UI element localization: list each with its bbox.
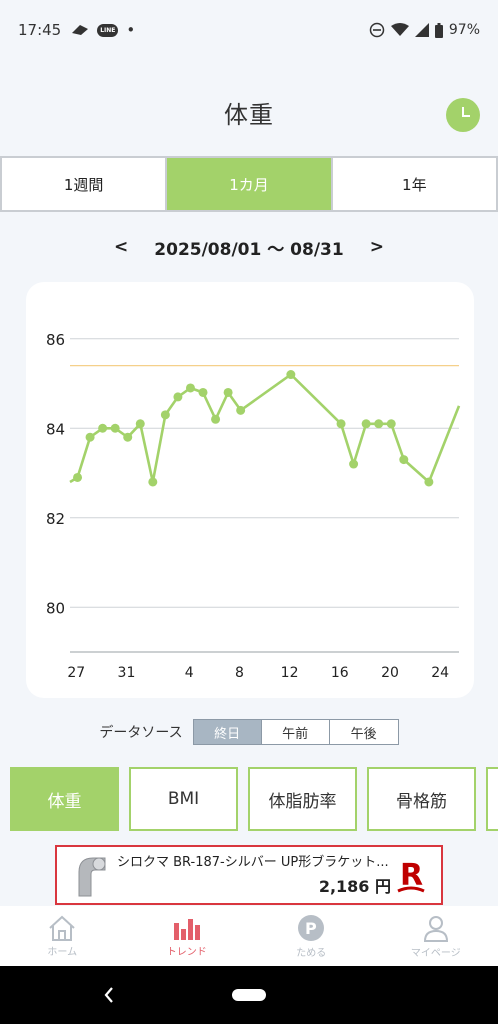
datasource-label: データソース [99, 725, 183, 741]
dnd-icon [369, 22, 385, 38]
nav-points[interactable]: P ためる [249, 906, 374, 966]
datasource-selector: データソース 終日 午前 午後 [0, 719, 498, 745]
data-point [85, 432, 95, 442]
status-time: 17:45 [18, 21, 62, 39]
datasource-morning[interactable]: 午前 [261, 720, 330, 744]
prev-period-button[interactable]: < [114, 237, 129, 257]
metric-tab-bmi[interactable]: BMI [129, 767, 238, 831]
status-bar: 17:45 LINE • 97% [0, 0, 498, 60]
x-tick-label: 20 [381, 665, 399, 681]
tab-1-year[interactable]: 1年 [402, 175, 427, 194]
nav-home-label: ホーム [47, 946, 78, 958]
y-tick-label: 84 [46, 420, 65, 438]
data-point [236, 405, 246, 415]
weight-chart-card: 86 84 82 80 27 31 4 8 12 16 20 24 [26, 282, 474, 698]
data-point [198, 387, 208, 397]
data-point [185, 383, 195, 393]
metric-tab-body-fat[interactable]: 体脂肪率 [248, 767, 357, 831]
bar-chart-icon [173, 918, 200, 940]
clock-icon [462, 107, 470, 117]
data-point [349, 459, 359, 469]
datasource-segment: 終日 午前 午後 [192, 719, 399, 745]
x-tick-label: 16 [331, 665, 349, 681]
data-point [223, 387, 233, 397]
x-tick-label: 12 [281, 665, 299, 681]
x-tick-label: 4 [185, 665, 194, 681]
rakuten-logo: R [391, 850, 431, 900]
x-tick-label: 31 [118, 665, 136, 681]
notification-icons: LINE • [71, 21, 135, 39]
y-tick-label: 86 [46, 331, 65, 349]
period-tabs: 1週間 1カ月 1年 [0, 156, 498, 212]
tab-1-week[interactable]: 1週間 [2, 158, 168, 210]
line-icon: LINE [97, 23, 119, 37]
data-point [98, 423, 108, 433]
nav-points-label: ためる [296, 947, 327, 959]
data-point [110, 423, 120, 433]
tab-1-month[interactable]: 1カ月 [167, 158, 333, 210]
y-tick-label: 82 [46, 510, 65, 528]
data-point [135, 419, 145, 429]
x-tick-label: 27 [67, 665, 85, 681]
battery-icon [434, 22, 443, 38]
nav-trend-label: トレンド [166, 946, 207, 958]
page-header: 体重 [0, 90, 498, 140]
x-tick-label: 24 [431, 665, 449, 681]
metric-tabs: 体重 BMI 体脂肪率 骨格筋 [10, 767, 498, 831]
nav-mypage[interactable]: マイページ [374, 906, 498, 966]
data-point [286, 370, 296, 380]
metric-tab-next-partial[interactable] [486, 767, 498, 831]
metric-tab-skeletal-muscle[interactable]: 骨格筋 [367, 767, 476, 831]
pipe-bracket-icon [78, 857, 106, 897]
points-icon: P [298, 914, 325, 941]
nav-trend[interactable]: トレンド [125, 906, 250, 966]
bottom-nav: ホーム トレンド P ためる マイページ [0, 906, 498, 966]
y-tick-label: 80 [46, 599, 65, 617]
nav-home[interactable]: ホーム [0, 906, 125, 966]
data-point [374, 419, 384, 429]
svg-text:P: P [305, 919, 317, 938]
ad-price: 2,186 円 [318, 877, 391, 896]
history-button[interactable] [446, 98, 480, 132]
back-icon[interactable] [100, 984, 118, 1006]
data-point [386, 419, 396, 429]
data-point [399, 455, 409, 465]
data-point [361, 419, 371, 429]
date-range: < 2025/08/01 〜 08/31 > [0, 232, 498, 262]
home-icon [49, 915, 75, 941]
datasource-all-day[interactable]: 終日 [193, 720, 262, 744]
data-point [424, 477, 434, 487]
svg-text:R: R [400, 858, 423, 893]
signal-icon [414, 23, 429, 37]
datasource-afternoon[interactable]: 午後 [329, 720, 398, 744]
battery-percent: 97% [448, 22, 480, 38]
system-nav-bar [0, 966, 498, 1024]
ad-banner[interactable]: シロクマ BR-187-シルバー UP形ブラケット... 2,186 円 R [55, 845, 443, 905]
data-point [148, 477, 158, 487]
ad-title: シロクマ BR-187-シルバー UP形ブラケット... [117, 855, 389, 870]
data-point [73, 472, 83, 482]
product-image [67, 850, 111, 900]
data-point [173, 392, 183, 402]
date-range-label: 2025/08/01 〜 08/31 [154, 239, 344, 260]
x-tick-label: 8 [235, 665, 244, 681]
user-icon [423, 915, 448, 942]
data-point [336, 419, 346, 429]
more-notifications-dot: • [126, 21, 136, 39]
data-point [123, 432, 133, 442]
data-point [160, 410, 170, 420]
nav-mypage-label: マイページ [410, 947, 461, 959]
page-title: 体重 [224, 101, 274, 129]
delivery-icon [72, 25, 89, 35]
data-point [211, 414, 221, 424]
metric-tab-weight[interactable]: 体重 [10, 767, 119, 831]
home-pill[interactable] [232, 989, 266, 1001]
system-icons: 97% [369, 22, 480, 38]
weight-chart: 86 84 82 80 27 31 4 8 12 16 20 24 [46, 331, 461, 681]
next-period-button[interactable]: > [369, 237, 384, 257]
wifi-icon [390, 23, 409, 36]
